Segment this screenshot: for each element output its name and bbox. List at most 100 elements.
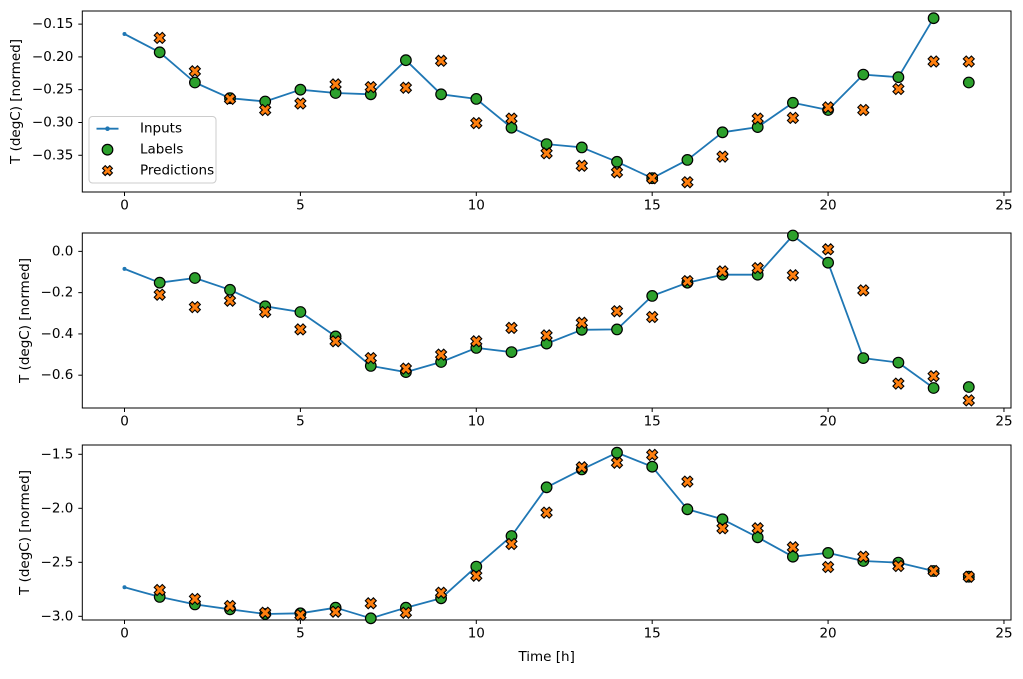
x-tick-label: 0 [120, 198, 129, 214]
inputs-line [124, 451, 934, 620]
label-circle-marker [188, 76, 201, 89]
legend-item-labels: Labels [101, 142, 183, 158]
label-circle-marker [400, 54, 412, 67]
label-circle-marker [787, 550, 799, 563]
y-axis-label: T (degC) [normed] [17, 258, 33, 384]
prediction-x-marker [505, 537, 518, 551]
label-circle-marker [470, 92, 483, 105]
prediction-x-marker [470, 569, 483, 582]
x-tick-label: 25 [995, 198, 1012, 214]
prediction-x-marker [575, 316, 589, 330]
prediction-x-marker [294, 97, 307, 110]
y-axis-label: T (degC) [normed] [17, 470, 33, 596]
prediction-x-marker [645, 448, 659, 462]
prediction-x-marker [786, 111, 800, 125]
prediction-x-marker [751, 522, 764, 535]
prediction-x-marker [681, 175, 694, 189]
label-circle-marker [787, 229, 799, 242]
label-circle-marker [153, 46, 166, 59]
x-tick-label: 15 [644, 198, 661, 214]
prediction-x-marker [399, 362, 413, 375]
prediction-x-marker [329, 78, 342, 91]
label-circle-marker [716, 126, 729, 139]
prediction-x-marker [962, 570, 976, 583]
x-tick-label: 0 [120, 626, 129, 642]
prediction-x-marker [434, 586, 448, 599]
y-tick-label: −0.6 [41, 367, 74, 383]
legend-item-label: Labels [140, 142, 183, 158]
y-tick-label: −0.15 [32, 16, 73, 32]
prediction-x-marker [927, 369, 940, 383]
label-circle-marker [751, 531, 764, 544]
label-circle-marker [857, 352, 870, 365]
prediction-x-marker [681, 475, 694, 488]
inputs-line [124, 234, 935, 389]
label-circle-marker [962, 381, 975, 393]
prediction-x-marker [294, 323, 307, 336]
prediction-x-marker [575, 159, 589, 173]
prediction-x-marker [681, 274, 694, 288]
label-circle-marker [470, 560, 483, 573]
y-tick-label: −2.0 [41, 500, 74, 516]
label-circle-marker [787, 96, 799, 109]
label-circle-marker [962, 76, 975, 89]
subplot-1: −0.15 −0.20 −0.25 −0.30 −0.35 0 5 10 15 20 25 T (de… [8, 10, 1013, 214]
subplot-2-plot-area [81, 232, 1012, 409]
prediction-x-marker [786, 269, 800, 282]
input-point-marker [122, 585, 127, 590]
prediction-x-marker [540, 506, 553, 519]
prediction-x-marker [962, 394, 976, 407]
label-circle-marker [822, 256, 834, 269]
label-circle-marker [575, 141, 588, 154]
legend-item-predictions: Predictions [101, 163, 214, 179]
prediction-x-marker [223, 599, 237, 613]
prediction-x-marker [505, 321, 518, 335]
legend-item-inputs: Inputs [96, 121, 182, 137]
x-tick-label: 20 [819, 626, 836, 642]
input-point-marker [122, 266, 127, 271]
label-circle-marker [364, 612, 377, 625]
predictions-scatter-series [153, 243, 976, 407]
label-circle-marker [540, 138, 553, 151]
prediction-x-marker [821, 101, 835, 114]
label-circle-marker [611, 155, 623, 168]
label-circle-marker [153, 276, 166, 289]
circle-icon [101, 143, 114, 156]
legend-box [88, 116, 217, 184]
prediction-x-marker [434, 54, 448, 68]
label-circle-marker [681, 153, 694, 166]
y-tick-label: −3.0 [41, 608, 74, 624]
label-circle-marker [505, 121, 518, 134]
prediction-x-marker [927, 55, 940, 68]
legend-item-label: Inputs [140, 121, 182, 137]
label-circle-marker [188, 272, 201, 284]
prediction-x-marker [821, 243, 835, 256]
prediction-x-marker [364, 351, 378, 365]
prediction-x-marker [364, 597, 378, 610]
label-circle-marker [435, 88, 448, 101]
prediction-x-marker [610, 456, 624, 469]
label-circle-marker [505, 346, 518, 359]
prediction-x-marker [470, 335, 483, 348]
x-tick-label: 25 [995, 626, 1012, 642]
y-tick-label: −0.2 [41, 285, 74, 301]
y-tick-label: −0.4 [41, 326, 74, 342]
prediction-x-marker [329, 335, 342, 348]
y-tick-label: −0.30 [32, 114, 73, 130]
y-tick-label: −2.5 [41, 554, 74, 570]
label-circle-marker [611, 446, 623, 459]
line-dot-icon [105, 126, 110, 131]
prediction-x-marker [610, 304, 624, 318]
x-tick-label: 5 [296, 414, 305, 430]
prediction-x-marker [470, 116, 483, 130]
label-circle-marker [294, 83, 307, 96]
label-circle-marker [716, 513, 729, 526]
label-circle-marker [294, 306, 307, 318]
prediction-x-marker [188, 592, 202, 606]
predictions-scatter-series [153, 448, 976, 622]
subplot-3-plot-area [81, 444, 1012, 621]
label-circle-marker [857, 68, 870, 81]
prediction-x-marker [786, 541, 800, 554]
x-tick-label: 5 [296, 626, 305, 642]
